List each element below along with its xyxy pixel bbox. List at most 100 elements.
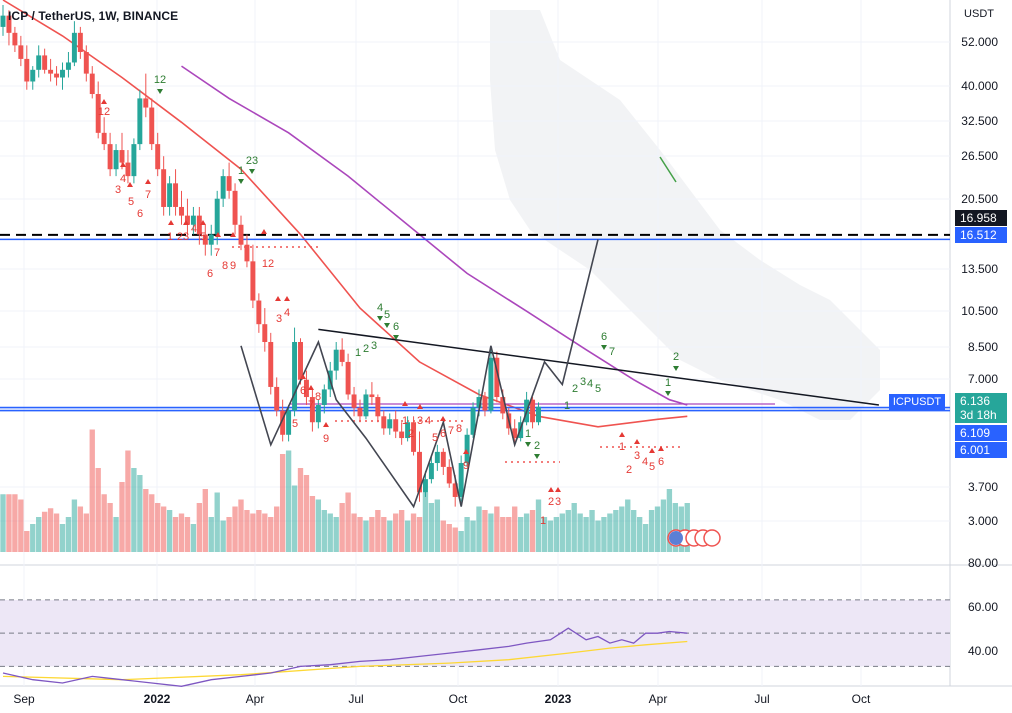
volume-bar bbox=[12, 494, 18, 552]
td-sell-triangle bbox=[649, 448, 655, 453]
candle-body bbox=[363, 394, 369, 417]
volume-bar bbox=[619, 506, 625, 552]
candle-body bbox=[357, 407, 363, 417]
volume-bar bbox=[214, 492, 220, 552]
candle-body bbox=[268, 342, 274, 387]
volume-bar bbox=[595, 520, 601, 552]
candle-body bbox=[440, 451, 446, 467]
td-count-label: 3 bbox=[555, 496, 561, 508]
td-count-label: 6 bbox=[300, 385, 306, 397]
time-tick: Oct bbox=[448, 692, 468, 706]
td-count-label: 1 bbox=[238, 165, 244, 177]
time-tick: Sep bbox=[13, 692, 35, 706]
volume-bar bbox=[375, 510, 381, 552]
td-buy-triangle bbox=[157, 89, 163, 94]
td-count-label: 9 bbox=[323, 433, 329, 445]
td-count-label: 4 bbox=[425, 415, 431, 427]
volume-bar bbox=[339, 503, 345, 552]
td-count-label: 1 bbox=[167, 231, 173, 243]
td-buy-triangle bbox=[377, 316, 383, 321]
time-tick: Oct bbox=[851, 692, 871, 706]
candle-body bbox=[405, 422, 411, 439]
td-sell-triangle bbox=[120, 162, 126, 167]
candle-body bbox=[381, 416, 387, 429]
td-count-label: 2 bbox=[363, 343, 369, 355]
volume-bar bbox=[440, 520, 446, 552]
td-count-label: 4 bbox=[120, 173, 126, 185]
candle-body bbox=[42, 55, 48, 70]
volume-bar bbox=[256, 510, 262, 552]
volume-bar bbox=[357, 517, 363, 552]
td-count-label: 3 bbox=[276, 313, 282, 325]
volume-bar bbox=[422, 492, 429, 552]
td-count-label: 2 bbox=[534, 440, 540, 452]
candle-body bbox=[18, 45, 24, 59]
td-sell-triangle bbox=[323, 422, 329, 427]
td-count-label: 23 bbox=[246, 155, 258, 167]
volume-bar bbox=[155, 503, 161, 552]
volume-bar bbox=[250, 513, 256, 552]
td-buy-triangle bbox=[665, 391, 671, 396]
volume-bar bbox=[333, 517, 339, 552]
td-sell-triangle bbox=[417, 404, 423, 409]
volume-bar bbox=[178, 513, 185, 552]
candle-body bbox=[12, 32, 18, 46]
td-count-label: 6 bbox=[207, 268, 213, 280]
td-count-label: 4 bbox=[642, 456, 648, 468]
volume-bar bbox=[577, 513, 583, 552]
volume-bar bbox=[119, 482, 125, 552]
volume-bar bbox=[452, 527, 458, 552]
symbol-tag[interactable]: ICPUSDT bbox=[889, 394, 945, 410]
td-count-label: 6 bbox=[601, 331, 607, 343]
td-count-label: 23 bbox=[177, 231, 189, 243]
volume-bar bbox=[321, 510, 327, 552]
volume-bar bbox=[149, 494, 155, 552]
price-tick: 3.700 bbox=[967, 480, 998, 494]
volume-bar bbox=[678, 506, 684, 552]
volume-bar bbox=[648, 510, 655, 552]
time-tick: 2023 bbox=[544, 692, 572, 706]
candle-body bbox=[494, 357, 500, 398]
volume-bar bbox=[279, 454, 286, 552]
candle-body bbox=[190, 215, 196, 225]
volume-bar bbox=[125, 450, 131, 552]
candle-body bbox=[387, 419, 393, 429]
rsi-tick: 60.00 bbox=[967, 600, 998, 614]
volume-bar bbox=[494, 506, 500, 552]
candle-body bbox=[375, 397, 381, 417]
td-count-label: 1 bbox=[665, 377, 671, 389]
td-count-label: 3 bbox=[417, 415, 423, 427]
volume-bar bbox=[601, 517, 607, 552]
td-sell-triangle bbox=[463, 449, 469, 454]
td-buy-triangle bbox=[525, 442, 531, 447]
candle-body bbox=[339, 349, 345, 362]
td-sell-triangle bbox=[200, 220, 206, 225]
volume-bar bbox=[607, 513, 613, 552]
candle-body bbox=[333, 349, 339, 371]
volume-bar bbox=[559, 513, 565, 552]
td-count-label: 9 bbox=[230, 260, 236, 272]
td-count-label: 5 bbox=[128, 196, 134, 208]
volume-bar bbox=[315, 499, 322, 552]
candle-body bbox=[30, 69, 36, 82]
td-count-label: 5 bbox=[595, 383, 601, 395]
volume-bar bbox=[363, 520, 369, 552]
volume-bar bbox=[36, 517, 42, 552]
volume-bar bbox=[398, 510, 405, 552]
volume-bar bbox=[642, 524, 649, 552]
volume-bar bbox=[83, 513, 89, 552]
volume-bar bbox=[101, 494, 107, 552]
candle-body bbox=[202, 234, 208, 245]
td-buy-triangle bbox=[601, 345, 607, 350]
volume-bar bbox=[416, 517, 423, 552]
candle-body bbox=[536, 406, 541, 423]
volume-bar bbox=[208, 517, 214, 552]
candle-body bbox=[214, 198, 220, 235]
volume-bar bbox=[24, 531, 30, 552]
volume-bar bbox=[476, 506, 482, 552]
level-tag-blue-low-1: 6.109 bbox=[955, 425, 1007, 441]
volume-bar bbox=[654, 506, 661, 552]
volume-bar bbox=[196, 503, 203, 552]
